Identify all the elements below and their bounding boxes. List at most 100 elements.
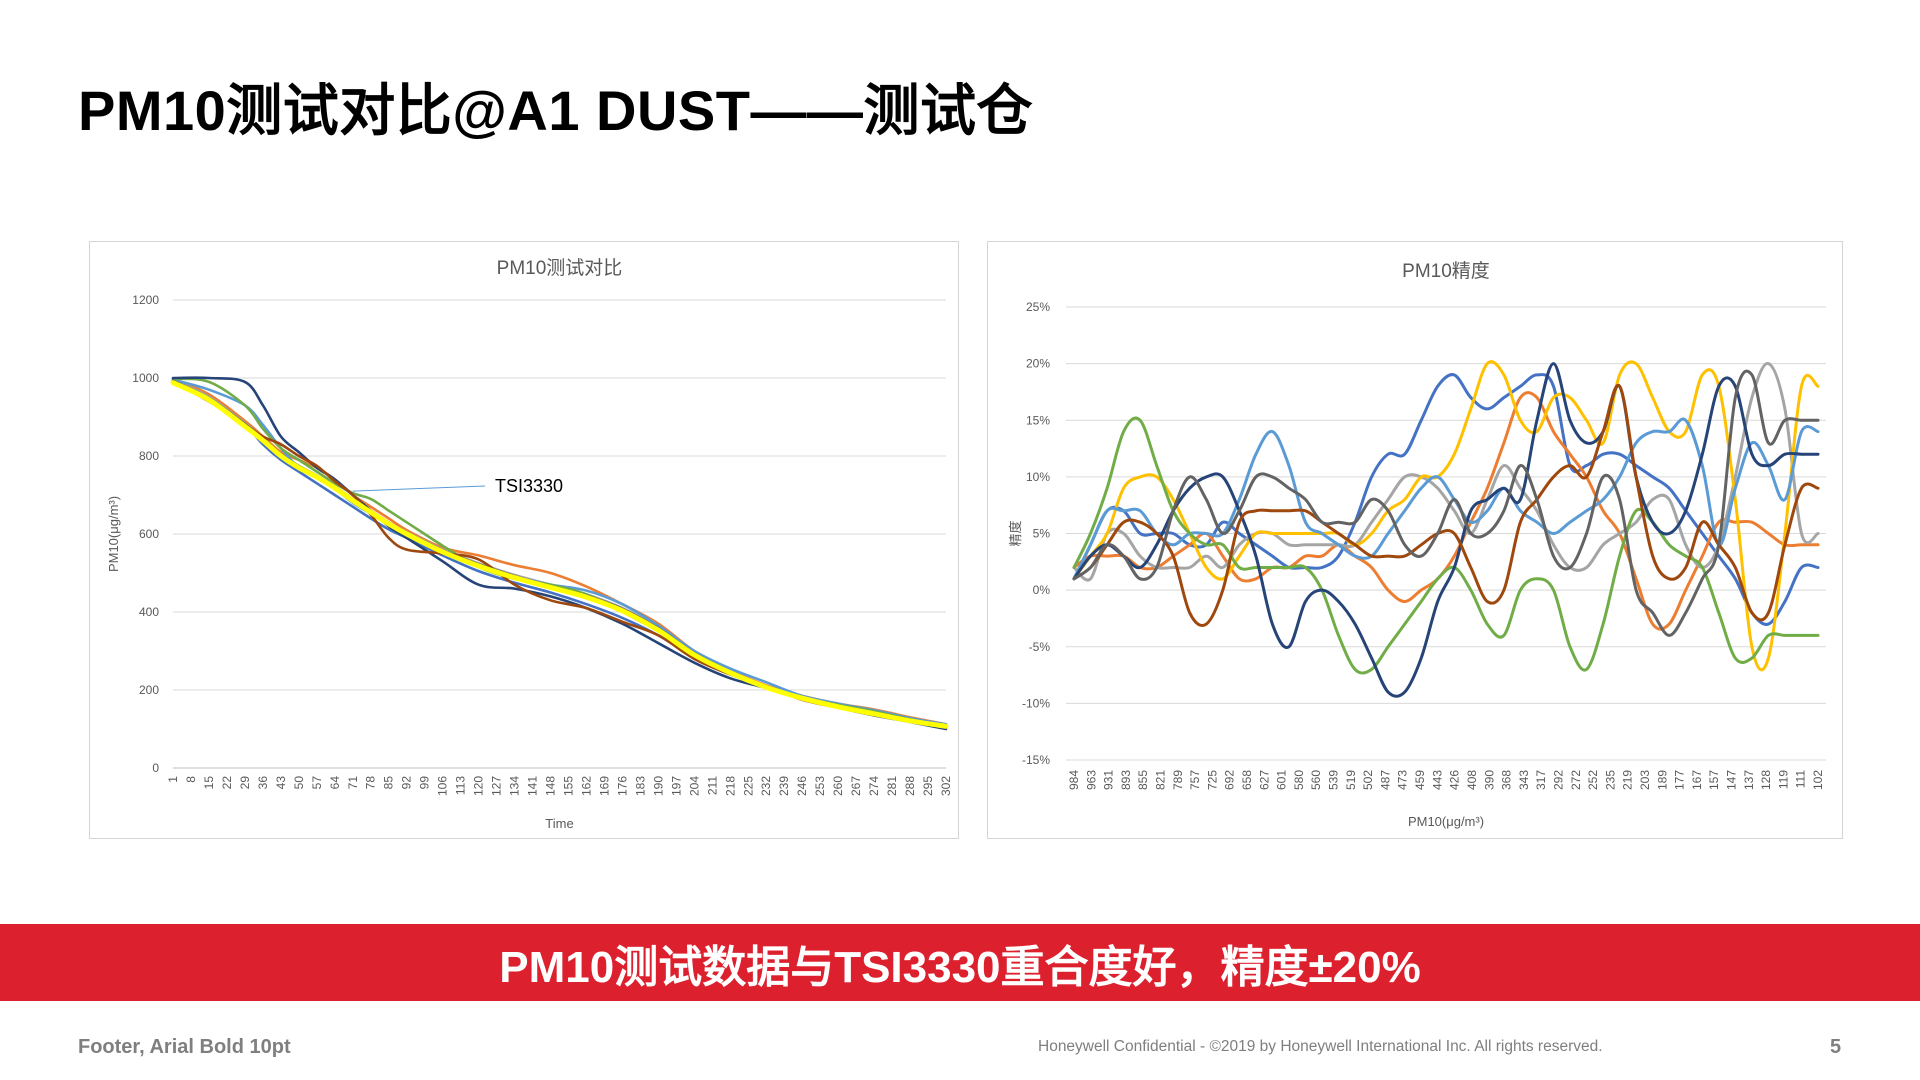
x-tick-label: 426 xyxy=(1448,770,1462,790)
series-line-6 xyxy=(1072,416,1820,675)
x-tick-label: 119 xyxy=(1776,770,1790,789)
x-tick-label: 78 xyxy=(364,776,378,790)
series-line-1 xyxy=(1072,373,1820,626)
x-axis-title: PM10(μg/m³) xyxy=(1408,814,1484,829)
x-tick-label: 169 xyxy=(597,776,611,796)
x-tick-label: 368 xyxy=(1500,770,1514,790)
x-tick-label: 127 xyxy=(490,776,504,796)
x-tick-label: 343 xyxy=(1517,770,1531,790)
x-axis-title: Time xyxy=(545,816,573,831)
series-line-6 xyxy=(171,377,948,728)
x-tick-label: 274 xyxy=(867,776,881,796)
x-tick-label: 893 xyxy=(1119,770,1133,790)
x-tick-label: 232 xyxy=(759,776,773,796)
annotation-leader-line xyxy=(352,485,486,492)
x-tick-label: 219 xyxy=(1621,770,1635,790)
x-tick-label: 252 xyxy=(1586,770,1600,790)
x-tick-label: 36 xyxy=(256,776,270,790)
series-line-9 xyxy=(171,379,948,727)
x-tick-label: 789 xyxy=(1171,770,1185,790)
x-tick-label: 162 xyxy=(580,776,594,796)
series-line-7 xyxy=(1072,362,1820,698)
page-number: 5 xyxy=(1830,1036,1842,1058)
banner-text: PM10测试数据与TSI3330重合度好，精度±20% xyxy=(499,942,1421,992)
x-tick-label: 120 xyxy=(472,776,486,796)
x-tick-label: 459 xyxy=(1413,770,1427,790)
x-tick-label: 155 xyxy=(562,776,576,796)
y-tick-label: 1000 xyxy=(132,371,159,385)
x-tick-label: 22 xyxy=(220,776,234,790)
confidential-notice: Honeywell Confidential - ©2019 by Honeyw… xyxy=(1038,1038,1603,1055)
x-tick-label: 134 xyxy=(508,776,522,796)
x-tick-label: 725 xyxy=(1205,770,1219,790)
x-tick-label: 71 xyxy=(346,776,360,790)
x-tick-label: 757 xyxy=(1188,770,1202,790)
y-tick-label: 800 xyxy=(139,449,159,463)
y-tick-label: 10% xyxy=(1026,470,1050,484)
x-tick-label: 931 xyxy=(1102,770,1116,790)
x-tick-label: 15 xyxy=(202,776,216,790)
y-tick-label: 400 xyxy=(139,605,159,619)
x-tick-label: 821 xyxy=(1154,770,1168,790)
chart-title: PM10测试对比 xyxy=(497,257,623,279)
x-tick-label: 111 xyxy=(1794,770,1808,789)
y-tick-label: 1200 xyxy=(132,293,159,307)
x-tick-label: 189 xyxy=(1655,770,1669,790)
x-tick-label: 408 xyxy=(1465,770,1479,790)
comparison-chart-panel: PM10测试对比 0 200 400 600 800 1000 1200 1 8 15 22 29 36 4… xyxy=(89,241,959,839)
series-line-2 xyxy=(171,377,948,726)
x-tick-label: 50 xyxy=(292,776,306,790)
y-axis-title: PM10(μg/m³) xyxy=(106,496,121,572)
footer-text: Footer, Arial Bold 10pt xyxy=(78,1036,291,1058)
x-tick-label: 197 xyxy=(669,776,683,796)
x-tick-label: 137 xyxy=(1742,770,1756,790)
y-tick-label: 200 xyxy=(139,683,159,697)
series-line-5 xyxy=(171,378,948,726)
y-tick-label: 0 xyxy=(152,761,159,775)
x-tick-label: 295 xyxy=(921,776,935,796)
y-tick-label: 25% xyxy=(1026,300,1050,314)
x-tick-label: 580 xyxy=(1292,770,1306,790)
y-tick-label: 5% xyxy=(1033,527,1051,541)
x-tick-label: 147 xyxy=(1725,770,1739,790)
x-tick-label: 302 xyxy=(939,776,953,796)
x-tick-label: 29 xyxy=(238,776,252,790)
series-line-4 xyxy=(171,380,948,728)
x-tick-label: 253 xyxy=(813,776,827,796)
x-tick-label: 85 xyxy=(382,776,396,790)
x-tick-label: 102 xyxy=(1811,770,1825,790)
x-tick-label: 601 xyxy=(1275,770,1289,790)
x-tick-label: 167 xyxy=(1690,770,1704,790)
y-axis-title: 精度 xyxy=(1008,520,1023,546)
comparison-chart: PM10测试对比 0 200 400 600 800 1000 1200 1 8 15 22 29 36 4… xyxy=(106,257,953,831)
x-tick-label: 473 xyxy=(1396,770,1410,790)
x-tick-label: 128 xyxy=(1759,770,1773,790)
x-tick-label: 235 xyxy=(1603,770,1617,790)
x-tick-label: 260 xyxy=(831,776,845,796)
series-line-1 xyxy=(171,378,948,729)
series-line-10 xyxy=(170,380,949,729)
series-line-3 xyxy=(171,379,948,727)
y-tick-label: -10% xyxy=(1022,696,1050,710)
x-tick-label: 113 xyxy=(454,776,468,795)
annotation-label: TSI3330 xyxy=(495,476,563,496)
x-tick-label: 1 xyxy=(166,776,180,783)
x-tick-label: 692 xyxy=(1223,770,1237,790)
x-tick-label: 502 xyxy=(1361,770,1375,790)
x-tick-label: 963 xyxy=(1084,770,1098,790)
y-tick-label: 0% xyxy=(1033,583,1051,597)
x-tick-label: 43 xyxy=(274,776,288,790)
x-tick-label: 239 xyxy=(777,776,791,796)
x-tick-label: 288 xyxy=(903,776,917,796)
x-tick-label: 560 xyxy=(1309,770,1323,790)
x-tick-label: 855 xyxy=(1136,770,1150,790)
x-tick-label: 8 xyxy=(184,776,198,783)
x-tick-label: 225 xyxy=(741,776,755,796)
series-line-9 xyxy=(1072,369,1820,637)
x-tick-label: 203 xyxy=(1638,770,1652,790)
x-tick-label: 106 xyxy=(436,776,450,796)
x-tick-label: 317 xyxy=(1534,770,1548,790)
x-tick-label: 141 xyxy=(526,776,540,796)
x-tick-label: 176 xyxy=(615,776,629,796)
x-tick-label: 519 xyxy=(1344,770,1358,790)
